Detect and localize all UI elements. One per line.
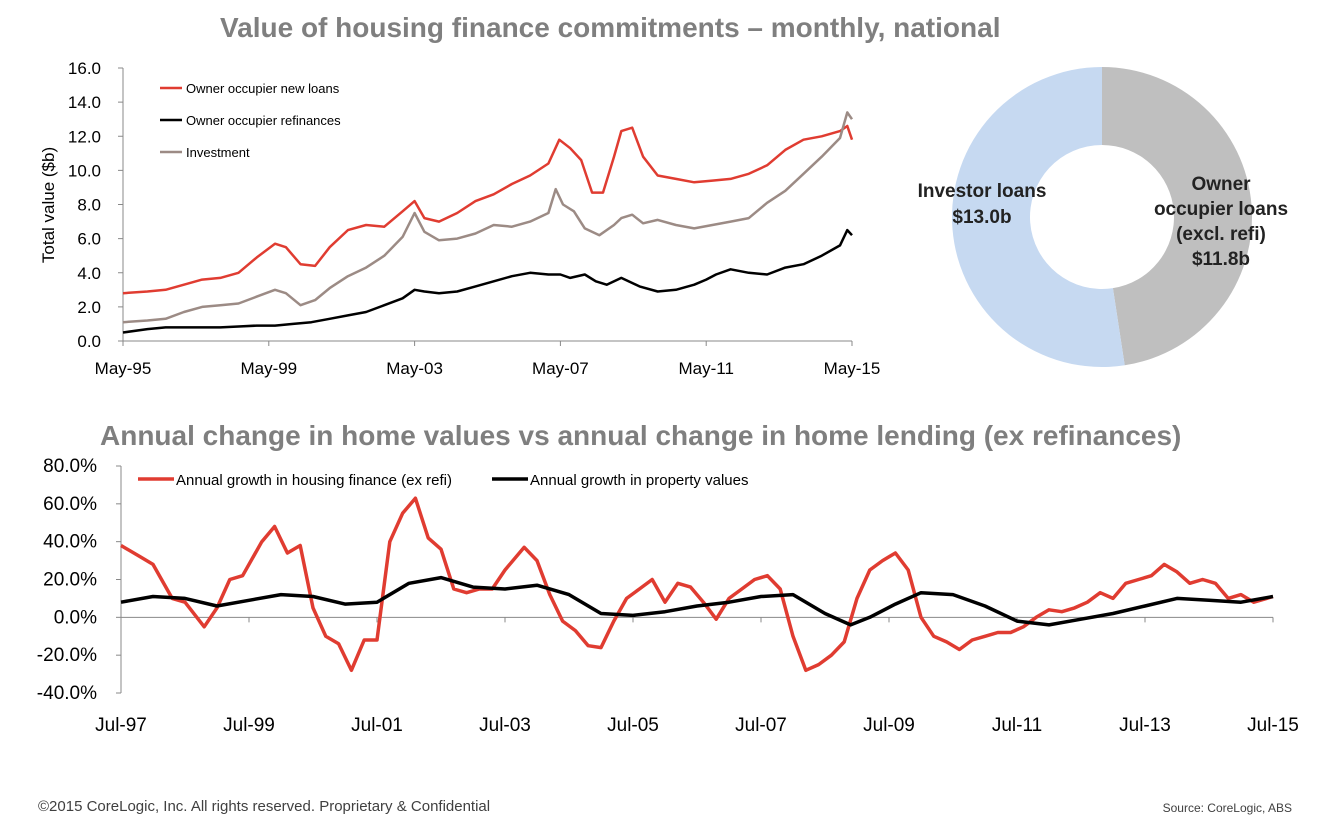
x-tick-label-2: Jul-15 [1247,715,1299,736]
y-tick-label: 16.0 [68,59,101,78]
chart-title-annual-change: Annual change in home values vs annual c… [100,420,1182,451]
series-line-2 [122,111,854,324]
x-tick-label: May-15 [824,359,881,378]
legend-label-annual-1: Annual growth in property values [530,472,748,489]
x-tick-label: May-03 [386,359,443,378]
x-tick-label: May-99 [240,359,297,378]
donut-value-investor: $13.0b [952,207,1011,228]
x-tick-label: May-95 [95,359,152,378]
donut-label-owner-line3: (excl. refi) [1176,224,1266,245]
legend-label-1: Owner occupier refinances [186,113,341,128]
y-tick-label: 6.0 [77,230,101,249]
series-line-0 [122,124,854,295]
y-tick-label: 12.0 [68,127,101,146]
x-tick-label-2: Jul-11 [992,715,1042,736]
y-tick-label: 14.0 [68,93,101,112]
donut-value-owner: $11.8b [1192,249,1250,270]
y-tick-label-2: -20.0% [37,645,97,666]
y-axis-label: Total value ($b) [39,147,58,263]
x-tick-label-2: Jul-03 [479,715,531,736]
y-tick-label-2: 40.0% [43,532,97,553]
donut-label-investor: Investor loans [918,181,1047,202]
x-tick-label-2: Jul-99 [223,715,275,736]
x-tick-label-2: Jul-97 [95,715,147,736]
chart-title-finance: Value of housing finance commitments – m… [220,12,1001,43]
x-tick-label-2: Jul-07 [735,715,787,736]
y-tick-label: 2.0 [77,298,101,317]
y-tick-label-2: -40.0% [37,683,97,704]
x-tick-label-2: Jul-13 [1119,715,1171,736]
donut-slice-owner-occupier [1102,67,1253,366]
legend-label-annual-0: Annual growth in housing finance (ex ref… [176,472,452,489]
donut-label-owner-line2: occupier loans [1154,199,1288,220]
y-tick-label: 0.0 [77,332,101,351]
donut-label-owner-line1: Owner [1191,174,1251,195]
series-line-annual-0 [120,496,1274,673]
legend-label-0: Owner occupier new loans [186,81,340,96]
y-tick-label-2: 60.0% [43,494,97,515]
y-tick-label: 4.0 [77,264,101,283]
x-tick-label-2: Jul-01 [351,715,403,736]
legend-label-2: Investment [186,145,250,160]
series-line-1 [122,228,853,334]
source-footer: Source: CoreLogic, ABS [1162,801,1292,815]
y-tick-label-2: 0.0% [54,607,97,628]
y-tick-label: 10.0 [68,161,101,180]
copyright-footer: ©2015 CoreLogic, Inc. All rights reserve… [38,798,491,815]
series-line-annual-1 [120,575,1274,627]
x-tick-label: May-11 [678,359,733,378]
x-tick-label-2: Jul-05 [607,715,659,736]
x-tick-label-2: Jul-09 [863,715,915,736]
y-tick-label-2: 80.0% [43,456,97,477]
donut-slice-investor [952,67,1125,367]
y-tick-label-2: 20.0% [43,570,97,591]
y-tick-label: 8.0 [77,196,101,215]
x-tick-label: May-07 [532,359,589,378]
